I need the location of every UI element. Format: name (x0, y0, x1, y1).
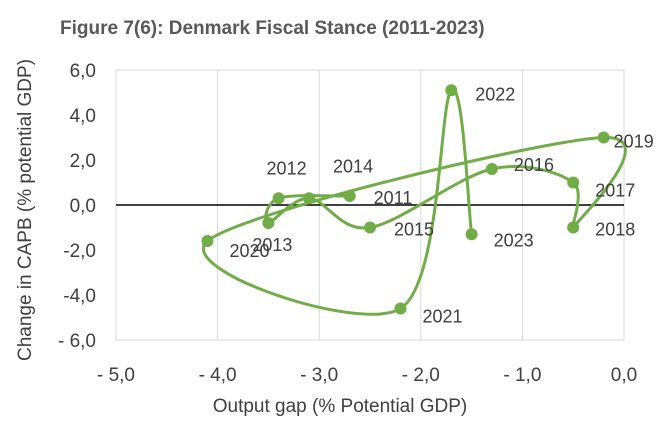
point-label-2018: 2018 (595, 220, 635, 240)
y-tick-label: -4,0 (63, 286, 96, 307)
y-tick-label: 2,0 (70, 151, 96, 172)
data-point-2022 (445, 84, 458, 97)
y-tick-label: 4,0 (70, 106, 96, 127)
y-axis-label: Change in CAPB (% potential GDP) (15, 59, 36, 361)
y-tick-label: -2,0 (63, 241, 96, 262)
point-label-2012: 2012 (267, 158, 307, 178)
x-axis-label: Output gap (% Potential GDP) (213, 396, 468, 417)
point-label-2020: 2020 (229, 241, 269, 261)
x-tick-label: - 2,0 (402, 365, 440, 386)
data-point-2017 (567, 176, 580, 189)
point-label-2023: 2023 (494, 230, 534, 250)
point-label-2019: 2019 (614, 132, 654, 152)
data-point-2018 (567, 221, 580, 234)
point-label-2014: 2014 (333, 156, 373, 176)
y-tick-label: - 6,0 (58, 331, 96, 352)
data-point-2021 (394, 302, 407, 315)
x-tick-label: 0,0 (611, 365, 637, 386)
data-point-2013 (262, 217, 275, 229)
y-axis-ticks: 6,0 4,0 2,0 0,0 -2,0 -4,0 - 6,0 (58, 61, 96, 352)
point-label-2011: 2011 (374, 188, 413, 208)
point-label-2017: 2017 (595, 181, 635, 201)
data-point-2016 (485, 163, 498, 175)
point-label-2022: 2022 (475, 84, 515, 104)
x-tick-label: - 4,0 (199, 365, 237, 386)
chart-title: Figure 7(6): Denmark Fiscal Stance (2011… (60, 18, 485, 39)
series-line (202, 88, 627, 316)
x-tick-label: - 3,0 (300, 365, 338, 386)
data-point-2012 (272, 192, 285, 205)
x-axis-ticks: - 5,0 - 4,0 - 3,0 - 2,0 - 1,0 0,0 (97, 70, 637, 386)
x-tick-label: - 1,0 (503, 365, 541, 386)
point-labels: 2011 2012 2013 2014 2015 2016 2017 2018 2019 2020… (229, 84, 653, 326)
point-label-2015: 2015 (394, 220, 434, 240)
y-tick-label: 0,0 (70, 196, 96, 217)
point-label-2016: 2016 (514, 155, 554, 175)
data-point-2023 (465, 228, 478, 241)
data-point-2019 (597, 131, 610, 144)
point-label-2021: 2021 (422, 307, 462, 327)
data-point-2020 (201, 235, 214, 247)
data-point-2015 (364, 221, 376, 234)
data-point-2014 (303, 192, 316, 205)
x-tick-label: - 5,0 (97, 365, 135, 386)
point-label-2013: 2013 (252, 235, 292, 255)
series-markers (201, 84, 610, 315)
data-point-2011 (343, 190, 356, 202)
y-tick-label: 6,0 (70, 61, 96, 82)
